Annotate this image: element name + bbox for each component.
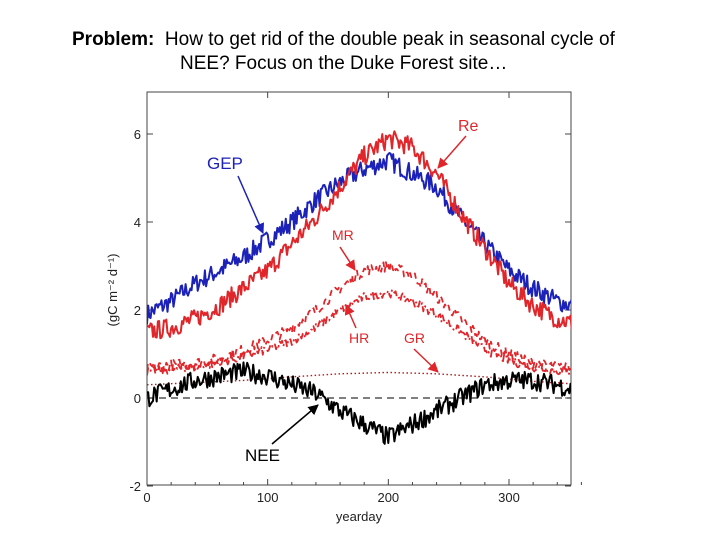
x-axis-label: yearday xyxy=(336,509,383,524)
series-line-mr xyxy=(147,261,571,373)
arrow-re xyxy=(437,135,467,169)
y-tick-label: 0 xyxy=(134,391,141,406)
annotation-mr: MR xyxy=(332,227,354,243)
arrow-nee xyxy=(271,404,319,445)
arrow-gep xyxy=(237,175,265,234)
y-tick-label: 6 xyxy=(134,127,141,142)
series-line-hr xyxy=(147,288,571,376)
annotation-re: Re xyxy=(458,118,479,135)
y-tick-label: 4 xyxy=(134,215,141,230)
annotation-gr: GR xyxy=(404,330,425,346)
arrow-hr xyxy=(344,304,357,329)
title-line-1: Problem: How to get rid of the double pe… xyxy=(72,28,615,52)
x-tick-label: 100 xyxy=(257,490,279,505)
series-line-gr xyxy=(147,371,571,386)
y-tick-label: -2 xyxy=(129,479,141,494)
x-tick-label: 0 xyxy=(143,490,150,505)
series-line-nee xyxy=(147,361,571,445)
arrow-mr xyxy=(339,246,356,271)
y-tick-label: 2 xyxy=(134,303,141,318)
series-line-re xyxy=(147,130,571,340)
annotation-hr: HR xyxy=(349,330,369,346)
annotation-nee: NEE xyxy=(245,446,280,465)
annotation-gep: GEP xyxy=(207,154,243,173)
title-line-2: NEE? Focus on the Duke Forest site… xyxy=(180,53,508,74)
x-tick-label: 300 xyxy=(498,490,520,505)
plot-frame xyxy=(146,91,572,486)
title-prefix: Problem: xyxy=(72,29,155,50)
arrow-gr xyxy=(413,348,439,373)
title-line-1-text: How to get rid of the double peak in sea… xyxy=(164,29,615,50)
y-axis-label: (gC m⁻² d⁻¹) xyxy=(105,254,120,327)
series-group xyxy=(147,130,571,445)
x-tick-label: 200 xyxy=(377,490,399,505)
series-line-gep xyxy=(147,152,571,325)
